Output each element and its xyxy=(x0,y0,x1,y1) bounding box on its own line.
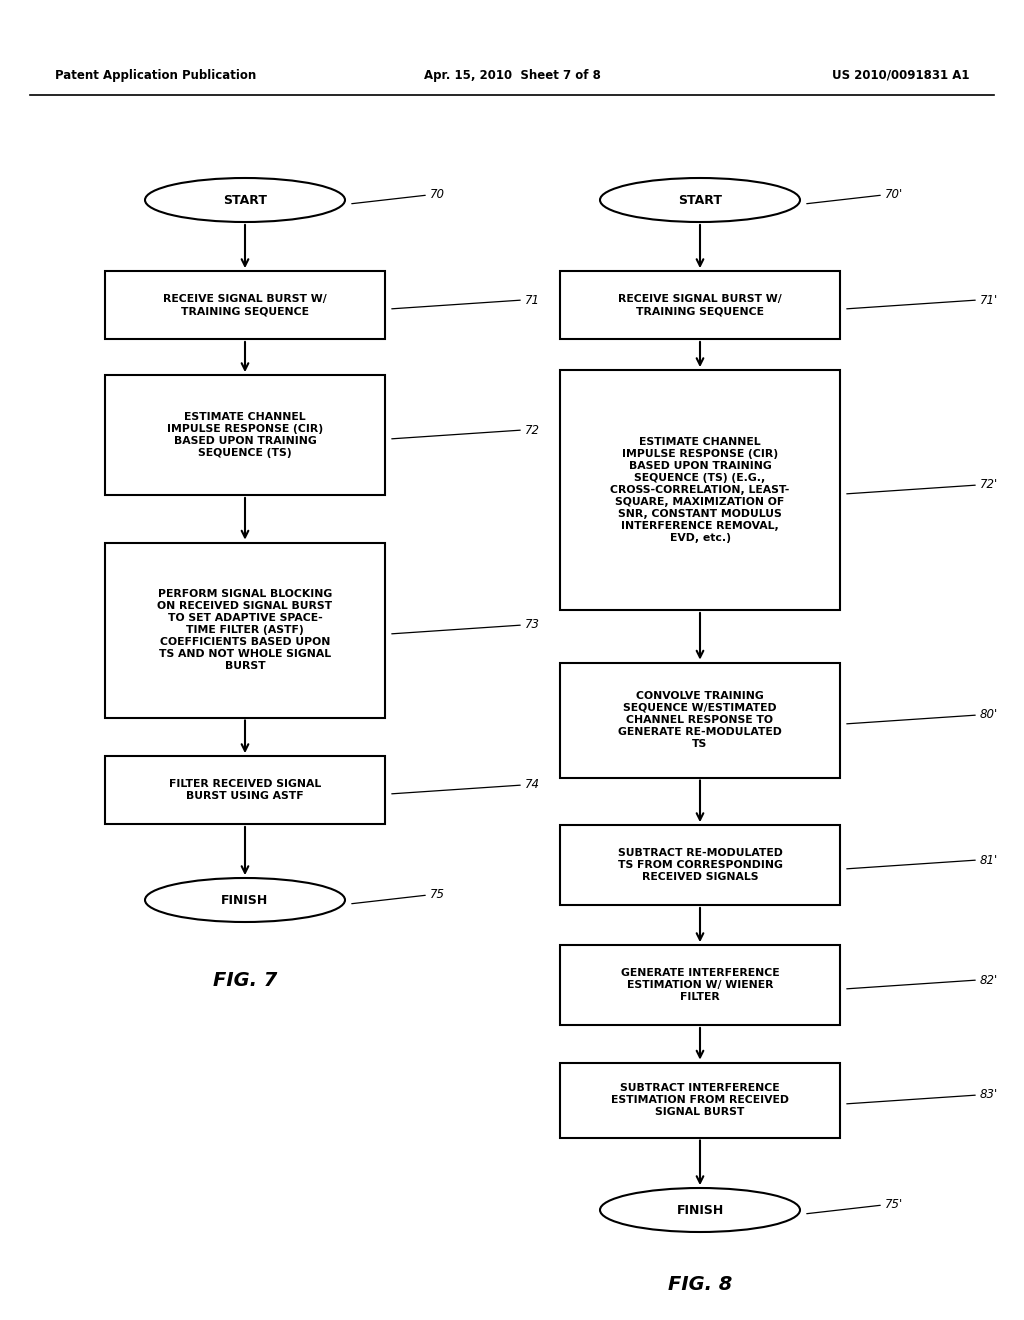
Text: ESTIMATE CHANNEL
IMPULSE RESPONSE (CIR)
BASED UPON TRAINING
SEQUENCE (TS) (E.G.,: ESTIMATE CHANNEL IMPULSE RESPONSE (CIR) … xyxy=(610,437,790,543)
Text: 71': 71' xyxy=(980,293,998,306)
Text: 80': 80' xyxy=(980,709,998,722)
Text: 73: 73 xyxy=(525,619,540,631)
Text: CONVOLVE TRAINING
SEQUENCE W/ESTIMATED
CHANNEL RESPONSE TO
GENERATE RE-MODULATED: CONVOLVE TRAINING SEQUENCE W/ESTIMATED C… xyxy=(618,690,782,748)
Bar xyxy=(105,375,385,495)
Bar xyxy=(560,825,840,906)
Text: RECEIVE SIGNAL BURST W/
TRAINING SEQUENCE: RECEIVE SIGNAL BURST W/ TRAINING SEQUENC… xyxy=(618,294,782,315)
Bar xyxy=(560,1063,840,1138)
Ellipse shape xyxy=(145,178,345,222)
Text: FIG. 7: FIG. 7 xyxy=(213,970,278,990)
Text: 72': 72' xyxy=(980,479,998,491)
Text: FIG. 8: FIG. 8 xyxy=(668,1275,732,1295)
Text: Apr. 15, 2010  Sheet 7 of 8: Apr. 15, 2010 Sheet 7 of 8 xyxy=(424,69,600,82)
Text: 82': 82' xyxy=(980,974,998,986)
Bar xyxy=(560,370,840,610)
Text: FINISH: FINISH xyxy=(677,1204,724,1217)
Bar xyxy=(105,271,385,339)
Text: 81': 81' xyxy=(980,854,998,866)
Text: Patent Application Publication: Patent Application Publication xyxy=(55,69,256,82)
Text: SUBTRACT RE-MODULATED
TS FROM CORRESPONDING
RECEIVED SIGNALS: SUBTRACT RE-MODULATED TS FROM CORRESPOND… xyxy=(617,847,782,882)
Text: SUBTRACT INTERFERENCE
ESTIMATION FROM RECEIVED
SIGNAL BURST: SUBTRACT INTERFERENCE ESTIMATION FROM RE… xyxy=(611,1082,790,1117)
Text: 72: 72 xyxy=(525,424,540,437)
Text: 70': 70' xyxy=(885,189,903,202)
Text: 74: 74 xyxy=(525,779,540,792)
Text: ESTIMATE CHANNEL
IMPULSE RESPONSE (CIR)
BASED UPON TRAINING
SEQUENCE (TS): ESTIMATE CHANNEL IMPULSE RESPONSE (CIR) … xyxy=(167,412,323,458)
Ellipse shape xyxy=(145,878,345,921)
Text: 83': 83' xyxy=(980,1089,998,1101)
Text: START: START xyxy=(223,194,267,206)
Text: 75: 75 xyxy=(430,888,445,902)
Ellipse shape xyxy=(600,1188,800,1232)
Text: FINISH: FINISH xyxy=(221,894,268,907)
Ellipse shape xyxy=(600,178,800,222)
Bar xyxy=(105,543,385,718)
Text: PERFORM SIGNAL BLOCKING
ON RECEIVED SIGNAL BURST
TO SET ADAPTIVE SPACE-
TIME FIL: PERFORM SIGNAL BLOCKING ON RECEIVED SIGN… xyxy=(158,589,333,671)
Bar xyxy=(560,945,840,1026)
Bar xyxy=(560,271,840,339)
Text: 70: 70 xyxy=(430,189,445,202)
Text: 75': 75' xyxy=(885,1199,903,1212)
Text: GENERATE INTERFERENCE
ESTIMATION W/ WIENER
FILTER: GENERATE INTERFERENCE ESTIMATION W/ WIEN… xyxy=(621,968,779,1002)
Text: START: START xyxy=(678,194,722,206)
Text: US 2010/0091831 A1: US 2010/0091831 A1 xyxy=(831,69,969,82)
Text: FILTER RECEIVED SIGNAL
BURST USING ASTF: FILTER RECEIVED SIGNAL BURST USING ASTF xyxy=(169,779,322,801)
Bar xyxy=(560,663,840,777)
Bar xyxy=(105,756,385,824)
Text: 71: 71 xyxy=(525,293,540,306)
Text: RECEIVE SIGNAL BURST W/
TRAINING SEQUENCE: RECEIVE SIGNAL BURST W/ TRAINING SEQUENC… xyxy=(163,294,327,315)
